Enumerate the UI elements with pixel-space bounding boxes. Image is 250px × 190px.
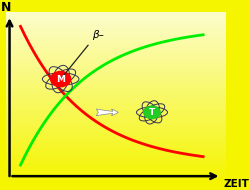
Text: β–: β– <box>92 30 104 40</box>
Text: M: M <box>56 74 65 84</box>
Text: T: T <box>149 108 155 117</box>
Text: N: N <box>1 1 11 14</box>
Circle shape <box>51 71 71 87</box>
Text: ZEIT: ZEIT <box>223 179 249 189</box>
Circle shape <box>144 106 160 119</box>
